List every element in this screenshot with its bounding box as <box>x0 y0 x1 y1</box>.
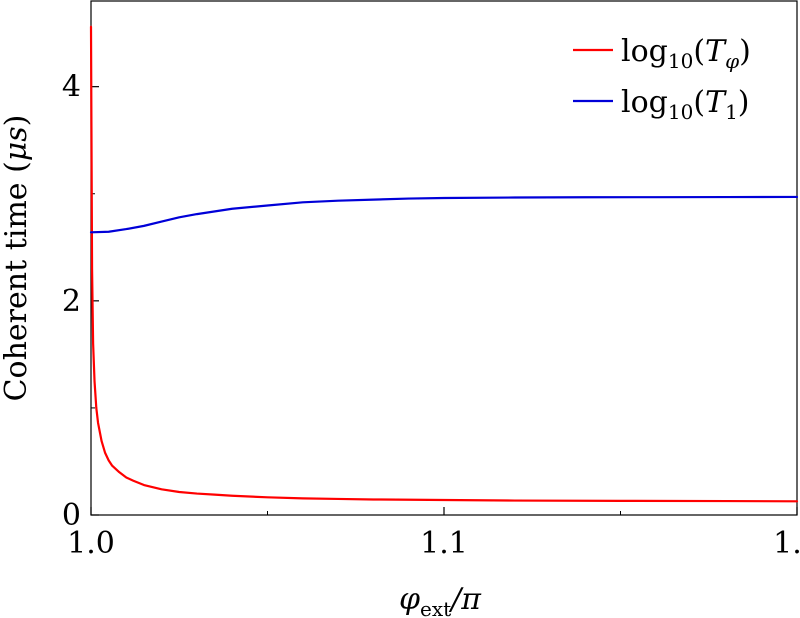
y-tick-label: 2 <box>62 284 81 319</box>
legend-label-t1: log10(T1) <box>621 85 750 124</box>
y-tick-label: 4 <box>62 70 81 105</box>
tick-labels: 1.0 1.1 1.2 0 2 4 <box>62 70 800 561</box>
y-tick-label: 0 <box>62 498 81 533</box>
svg-text:φext/π: φext/π <box>399 582 482 618</box>
x-tick-label: 1.2 <box>773 526 800 561</box>
plot-frame <box>90 0 798 516</box>
tick-marks <box>90 86 798 516</box>
legend-label-tphi: log10(Tφ) <box>621 34 751 73</box>
series-line-tphi <box>89 25 799 503</box>
x-tick-label: 1.1 <box>420 526 468 561</box>
svg-text:Coherent time (μs): Coherent time (μs) <box>0 115 34 402</box>
y-axis-label: Coherent time (μs) <box>0 115 34 402</box>
series-line-t1 <box>89 195 799 234</box>
series-lines <box>89 25 799 503</box>
x-tick-label: 1.0 <box>67 526 115 561</box>
x-axis-label: φext/π <box>399 582 482 618</box>
legend: log10(Tφ) log10(T1) <box>573 34 751 124</box>
